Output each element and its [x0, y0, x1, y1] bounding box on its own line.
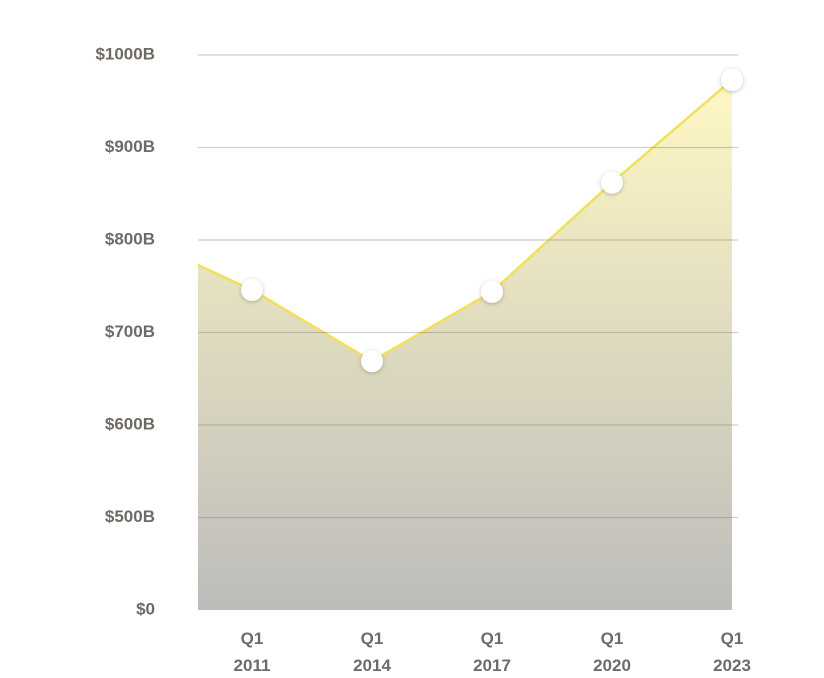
y-tick-label: $500B: [105, 507, 155, 526]
x-tick-label: Q1 2020: [593, 629, 631, 675]
point: [601, 171, 623, 194]
line: [198, 79, 733, 363]
plot-area: [198, 79, 733, 610]
x-tick-label: Q1 2017: [473, 629, 511, 675]
point: [241, 278, 263, 301]
x-tick-label: Q1 2014: [353, 629, 391, 675]
x-tick-label: Q1 2023: [713, 629, 751, 675]
y-tick-label: $600B: [105, 414, 155, 433]
point: [721, 68, 743, 91]
point: [481, 280, 503, 303]
y-tick-label: $1000B: [95, 44, 155, 63]
y-tick-label: $800B: [105, 229, 155, 248]
y-tick-label: $700B: [105, 322, 155, 341]
x-tick-label: Q1 2011: [234, 629, 271, 675]
point: [361, 350, 383, 373]
area: [198, 79, 732, 610]
y-tick-label: $900B: [105, 137, 155, 156]
y-tick-label: $0: [136, 599, 155, 618]
